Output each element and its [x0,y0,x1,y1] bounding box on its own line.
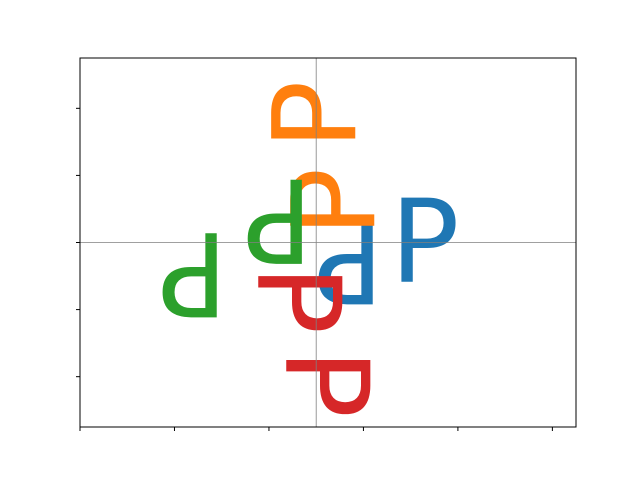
glyph-mark-2-1: P [244,152,313,286]
glyph-mark-1-1: P [268,168,402,237]
glyph-mark-0-1: P [315,192,384,326]
glyph-mark-3-0: P [259,349,393,418]
axes [76,57,577,431]
glyph-mark-2-0: P [159,206,228,340]
glyph-mark-3-1: P [230,265,364,334]
